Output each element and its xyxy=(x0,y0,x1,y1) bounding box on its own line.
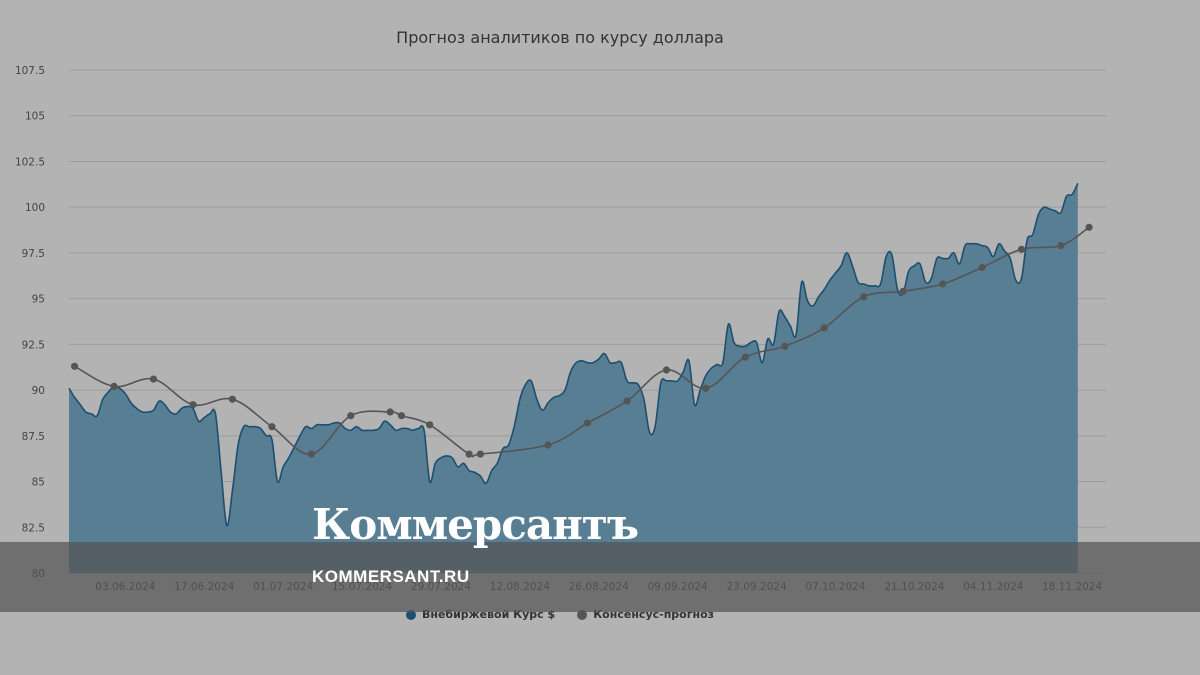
y-tick-label: 85 xyxy=(32,477,45,489)
consensus-point xyxy=(1017,245,1026,253)
consensus-point xyxy=(662,366,671,374)
watermark-band xyxy=(0,542,1200,612)
consensus-point xyxy=(465,450,473,458)
rate-line xyxy=(68,183,1079,527)
consensus-point xyxy=(71,362,79,370)
y-tick-label: 102.5 xyxy=(15,156,45,168)
consensus-point xyxy=(347,412,355,420)
y-tick-label: 105 xyxy=(25,111,45,123)
watermark-logo: Коммерсантъ xyxy=(312,500,639,549)
consensus-point xyxy=(1085,223,1093,231)
y-tick-label: 97.5 xyxy=(22,248,45,260)
consensus-point xyxy=(860,293,868,301)
consensus-point xyxy=(544,441,552,449)
consensus-point xyxy=(702,384,710,392)
consensus-point xyxy=(386,408,394,416)
consensus-point xyxy=(426,421,434,429)
consensus-point xyxy=(110,382,118,390)
consensus-point xyxy=(583,419,592,427)
consensus-point xyxy=(899,287,907,295)
y-tick-label: 82.5 xyxy=(22,522,45,534)
y-tick-label: 100 xyxy=(25,202,45,214)
consensus-point xyxy=(623,397,631,405)
consensus-point xyxy=(939,280,947,288)
legend-marker-consensus xyxy=(577,609,588,620)
y-tick-label: 95 xyxy=(32,294,45,306)
chart-title: Прогноз аналитиков по курсу доллара xyxy=(396,28,724,47)
rate-area xyxy=(69,183,1078,573)
consensus-point xyxy=(1057,242,1065,250)
y-tick-label: 107.5 xyxy=(15,65,45,77)
y-tick-label: 90 xyxy=(32,385,45,397)
consensus-point xyxy=(476,450,484,458)
consensus-point xyxy=(978,263,986,272)
y-tick-label: 92.5 xyxy=(22,339,45,351)
legend-marker-rate xyxy=(405,609,416,620)
consensus-point xyxy=(307,450,315,458)
consensus-point xyxy=(820,324,828,332)
y-tick-label: 87.5 xyxy=(22,431,45,443)
consensus-point xyxy=(189,401,197,409)
consensus-point xyxy=(741,353,749,361)
consensus-point xyxy=(781,342,789,350)
consensus-point xyxy=(149,375,158,383)
consensus-line xyxy=(74,226,1090,458)
consensus-point xyxy=(397,412,406,420)
watermark-url[interactable]: KOMMERSANT.RU xyxy=(312,567,470,586)
consensus-point xyxy=(228,395,236,403)
consensus-point xyxy=(268,423,276,431)
